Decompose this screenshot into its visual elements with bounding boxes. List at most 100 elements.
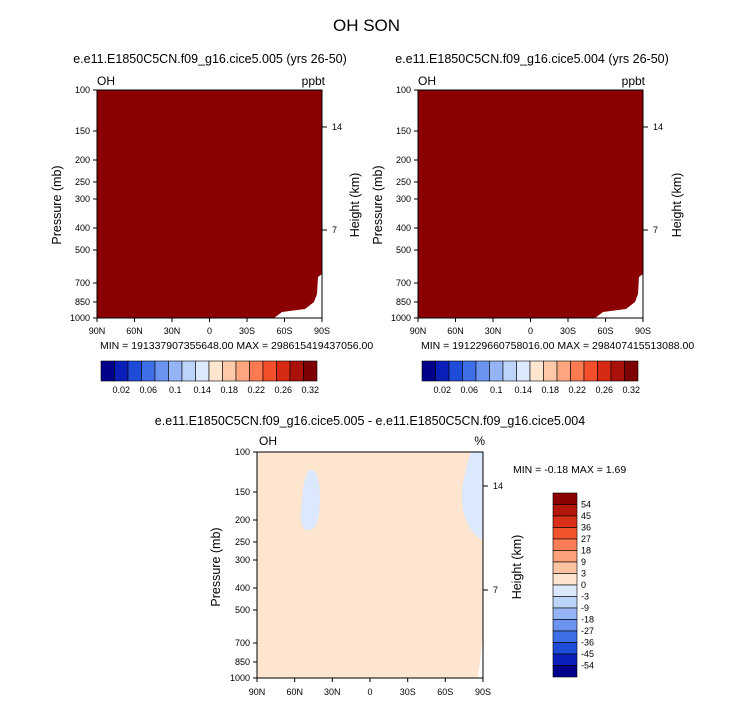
panel-3-missing-region — [478, 632, 483, 678]
panel-3-ytick-250: 250 — [235, 537, 250, 547]
colorbar-2: 0.02 0.06 0.1 0.14 0.18 0.22 0.26 0.32 — [421, 360, 640, 395]
colorbar-diff-label-5: 9 — [581, 557, 586, 567]
panel-1-stats: MIN = 191337907355648.00 MAX = 298615419… — [100, 340, 374, 352]
colorbar-1-label-7: 0.32 — [301, 385, 319, 395]
colorbar-1-swatch-0 — [100, 360, 115, 382]
colorbar-2-swatch-12 — [583, 360, 598, 382]
panel-1-xtick-60n: 60N — [126, 326, 143, 336]
panel-3-xtick-90s: 90S — [475, 687, 491, 697]
panel-2-ytick-700: 700 — [396, 278, 411, 288]
colorbar-1-label-6: 0.26 — [274, 385, 292, 395]
colorbar-2-swatch-14 — [610, 360, 625, 382]
panel-1-x-ticks — [96, 318, 323, 322]
colorbar-2-label-5: 0.22 — [568, 385, 586, 395]
panel-1-y-ticks — [93, 89, 327, 319]
panel-1-ytick-150: 150 — [75, 126, 90, 136]
panel-2-left-label: OH — [418, 74, 436, 88]
colorbar-1-label-4: 0.18 — [220, 385, 238, 395]
colorbar-diff-label-2: 36 — [581, 523, 591, 533]
panel-1-missing-region — [274, 274, 322, 318]
panel-2-field — [418, 90, 643, 318]
colorbar-1-swatch-6 — [181, 360, 196, 382]
panel-2-fill — [418, 90, 643, 318]
colorbar-diff-swatch-1 — [552, 504, 578, 517]
colorbar-2-label-0: 0.02 — [433, 385, 451, 395]
figure-title: OH SON — [332, 16, 401, 35]
colorbar-2-labels: 0.02 0.06 0.1 0.14 0.18 0.22 0.26 0.32 — [433, 385, 640, 395]
colorbar-diff-swatch-3 — [552, 527, 578, 540]
colorbar-1-label-3: 0.14 — [193, 385, 211, 395]
panel-3-ylabel-right: Height (km) — [510, 534, 524, 600]
panel-2-x-ticks — [417, 318, 644, 322]
panel-2-ylabel-right: Height (km) — [670, 172, 684, 238]
panel-2-ytick-850: 850 — [396, 297, 411, 307]
panel-1-ytick-700: 700 — [75, 278, 90, 288]
colorbar-diff-label-12: -36 — [581, 638, 594, 648]
panel-1-ytick-100: 100 — [75, 85, 90, 95]
colorbar-1-swatch-7 — [195, 360, 210, 382]
colorbar-1-swatch-1 — [114, 360, 129, 382]
panel-1-y-tick-labels: 100 150 200 250 300 400 500 700 850 1000… — [70, 85, 342, 323]
panel-2-ytick-150: 150 — [396, 126, 411, 136]
panel-1-plot: 100 150 200 250 300 400 500 700 850 1000… — [70, 85, 342, 336]
panel-2-y-tick-labels: 100 150 200 250 300 400 500 700 850 1000… — [391, 85, 663, 323]
panel-2-ytick-500: 500 — [396, 245, 411, 255]
colorbar-2-swatch-2 — [448, 360, 463, 382]
panel-3-fill — [257, 452, 483, 678]
panel-2-xtick-0: 0 — [528, 326, 533, 336]
colorbar-2-swatch-15 — [624, 360, 639, 382]
panel-1-xtick-30n: 30N — [164, 326, 181, 336]
colorbar-1-label-5: 0.22 — [247, 385, 265, 395]
panel-3-x-tick-labels: 90N 60N 30N 0 30S 60S 90S — [249, 687, 491, 697]
panel-2-xtick-90n: 90N — [410, 326, 427, 336]
panel-2-ytick-100: 100 — [396, 85, 411, 95]
panel-3-x-ticks — [256, 678, 484, 682]
panel-3-right-label: % — [474, 434, 485, 448]
panel-1-title: e.e11.E1850C5CN.f09_g16.cice5.005 (yrs 2… — [73, 52, 347, 66]
colorbar-2-swatch-11 — [570, 360, 585, 382]
panel-3-stats: MIN = -0.18 MAX = 1.69 — [513, 464, 627, 476]
panel-3-xtick-90n: 90N — [249, 687, 266, 697]
colorbar-2-swatch-8 — [529, 360, 544, 382]
panel-1-fill — [97, 90, 322, 318]
colorbar-diff-label-10: -18 — [581, 615, 594, 625]
panel-1-ytick-300: 300 — [75, 194, 90, 204]
panel-1-rtick-7: 7 — [332, 225, 337, 235]
panel-2-ytick-250: 250 — [396, 177, 411, 187]
panel-3-rtick-14: 14 — [493, 481, 503, 491]
colorbar-1-swatch-14 — [289, 360, 304, 382]
colorbar-1-swatch-11 — [249, 360, 264, 382]
colorbar-diff-label-4: 18 — [581, 546, 591, 556]
panel-3-ylabel: Pressure (mb) — [209, 527, 223, 607]
panel-1-rtick-14: 14 — [332, 122, 342, 132]
panel-2-ytick-300: 300 — [396, 194, 411, 204]
colorbar-1-swatch-10 — [235, 360, 250, 382]
panel-1-ytick-250: 250 — [75, 177, 90, 187]
colorbar-1-labels: 0.02 0.06 0.1 0.14 0.18 0.22 0.26 0.32 — [112, 385, 319, 395]
panel-3-negative-region-90s — [461, 452, 483, 540]
colorbar-1-swatch-3 — [141, 360, 156, 382]
panel-3-ytick-400: 400 — [235, 583, 250, 593]
colorbar-2-label-1: 0.06 — [460, 385, 478, 395]
colorbar-diff-swatch-10 — [552, 607, 578, 620]
colorbar-1-label-1: 0.06 — [139, 385, 157, 395]
panel-1-xtick-30s: 30S — [239, 326, 255, 336]
panel-1-xtick-90s: 90S — [314, 326, 330, 336]
colorbar-1-swatch-8 — [208, 360, 223, 382]
panel-3-y-ticks — [253, 451, 488, 679]
colorbar-diff-label-13: -45 — [581, 649, 594, 659]
panel-3-ytick-150: 150 — [235, 487, 250, 497]
colorbar-diff-label-8: -3 — [581, 592, 589, 602]
panel-1-ytick-1000: 1000 — [70, 313, 90, 323]
colorbar-2-swatch-3 — [462, 360, 477, 382]
colorbar-diff-label-3: 27 — [581, 534, 591, 544]
panel-1-xtick-90n: 90N — [89, 326, 106, 336]
panel-1-ylabel: Pressure (mb) — [50, 165, 64, 245]
colorbar-diff-swatch-4 — [552, 538, 578, 551]
panel-3-title: e.e11.E1850C5CN.f09_g16.cice5.005 - e.e1… — [154, 414, 586, 428]
panel-3-xtick-60n: 60N — [286, 687, 303, 697]
colorbar-diff-swatch-7 — [552, 573, 578, 586]
colorbar-1-swatch-4 — [154, 360, 169, 382]
